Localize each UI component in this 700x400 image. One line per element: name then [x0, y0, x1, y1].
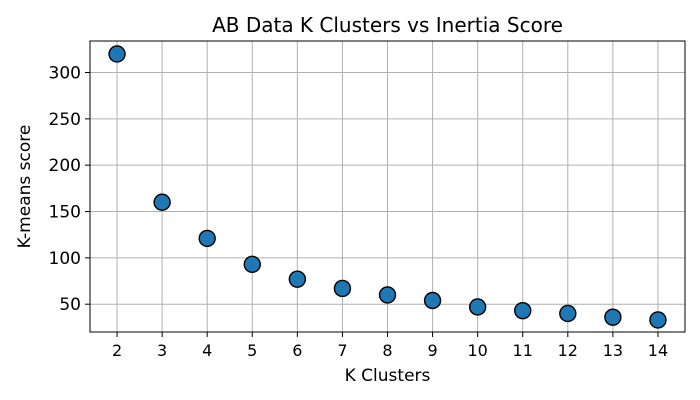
y-tick-label: 250 [49, 110, 81, 130]
data-point [514, 301, 532, 320]
data-point [604, 308, 622, 326]
x-tick-label: 14 [648, 341, 668, 360]
x-tick-label: 2 [112, 341, 122, 360]
data-point [423, 291, 442, 310]
data-point [198, 229, 216, 248]
x-axis: 2 3 4 5 6 7 8 9 10 11 12 13 14 [112, 332, 668, 360]
x-tick-label: 3 [157, 341, 167, 360]
y-axis: 50 100 150 200 250 300 [49, 64, 90, 315]
y-axis-label: K-means score [15, 125, 35, 249]
x-tick-label: 11 [513, 341, 533, 360]
y-tick-label: 300 [49, 64, 81, 84]
x-tick-label: 10 [467, 341, 487, 360]
x-tick-label: 9 [427, 341, 437, 360]
x-tick-label: 4 [202, 341, 212, 360]
data-point [288, 270, 307, 288]
x-tick-label: 12 [558, 341, 578, 360]
data-point [153, 193, 171, 211]
y-tick-label: 100 [49, 249, 81, 269]
data-point [378, 286, 397, 304]
data-point [108, 45, 126, 63]
x-tick-label: 8 [382, 341, 392, 360]
y-tick-label: 150 [49, 203, 81, 223]
x-tick-label: 13 [603, 341, 623, 360]
x-axis-label: K Clusters [345, 366, 431, 386]
data-point [649, 311, 667, 329]
x-tick-label: 7 [337, 341, 347, 360]
data-point [243, 255, 261, 274]
data-point [559, 304, 577, 323]
data-point [468, 298, 487, 316]
plot-frame [89, 40, 686, 333]
y-tick-label: 200 [49, 156, 81, 176]
chart-title: AB Data K Clusters vs Inertia Score [212, 13, 563, 37]
grid-layer [90, 41, 685, 332]
x-tick-label: 5 [247, 341, 257, 360]
x-tick-label: 6 [292, 341, 302, 360]
points-layer [108, 45, 667, 329]
y-tick-label: 50 [59, 295, 81, 315]
data-point [333, 279, 352, 298]
